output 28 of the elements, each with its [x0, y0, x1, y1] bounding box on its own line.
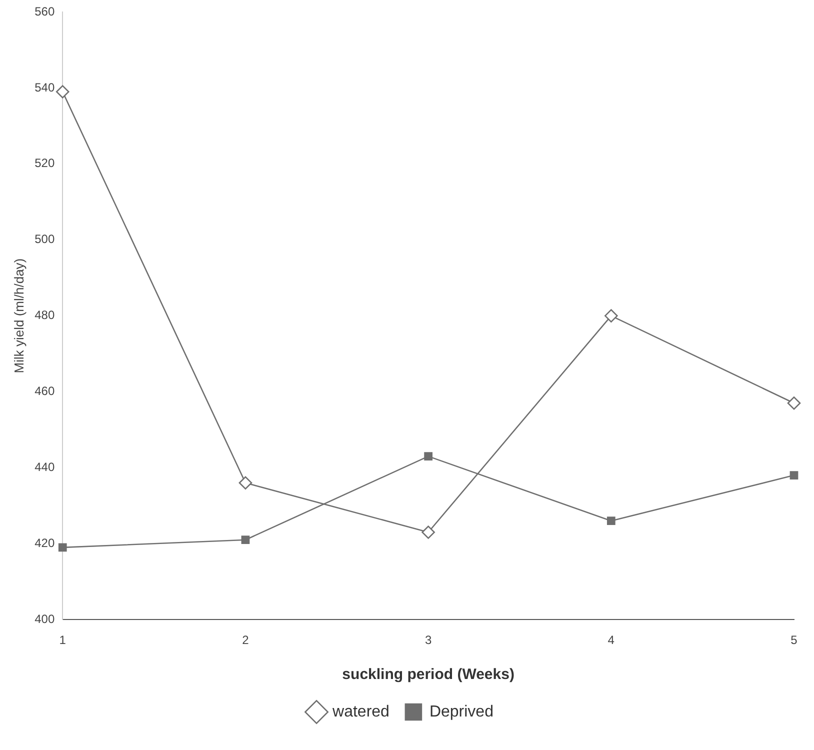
- point: [241, 536, 250, 544]
- x-tick-label: 2: [242, 633, 250, 648]
- point: [58, 543, 67, 552]
- x-tick-label: 3: [424, 633, 432, 648]
- y-tick-label: 460: [34, 384, 55, 398]
- y-tick-label: 520: [34, 156, 55, 170]
- y-tick-label: 440: [34, 460, 55, 474]
- y-tick-label: 560: [34, 4, 55, 18]
- x-tick-label: 5: [790, 633, 798, 648]
- point: [238, 476, 252, 490]
- point: [790, 471, 798, 480]
- y-tick-label: 400: [34, 612, 55, 626]
- y-tick-label: 540: [34, 80, 55, 94]
- legend-label: Deprived: [429, 703, 494, 720]
- y-axis-title: Milk yield (ml/h/day): [11, 258, 26, 374]
- point: [604, 309, 618, 322]
- point: [606, 516, 616, 526]
- point: [787, 396, 801, 410]
- x-tick-label: 4: [608, 633, 615, 648]
- y-tick-label: 480: [34, 308, 55, 322]
- y-tick-label: 500: [34, 232, 55, 246]
- point: [56, 85, 70, 98]
- point: [424, 452, 432, 460]
- x-tick-label: 1: [59, 633, 66, 648]
- legend-label: watered: [332, 703, 390, 720]
- x-axis-title: suckling period (Weeks): [342, 666, 514, 684]
- y-tick-label: 420: [34, 536, 55, 550]
- point: [422, 526, 435, 539]
